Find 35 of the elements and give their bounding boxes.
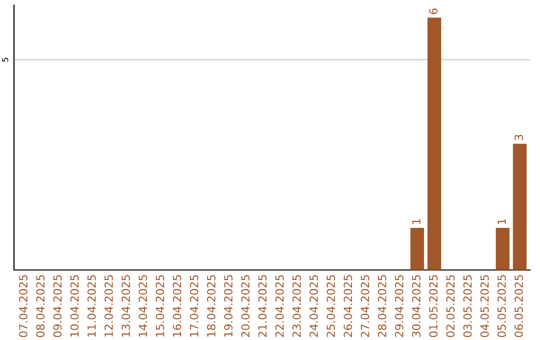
x-tick-label: 22.04.2025 bbox=[275, 275, 284, 337]
x-tick-label: 23.04.2025 bbox=[292, 275, 301, 337]
data-label: 1 bbox=[498, 219, 506, 224]
data-label: 6 bbox=[429, 8, 438, 14]
x-tick-label: 21.04.2025 bbox=[258, 275, 267, 337]
x-tick-label: 25.04.2025 bbox=[326, 275, 336, 337]
x-tick-label: 05.05.2025 bbox=[497, 275, 506, 338]
x-tick-label: 24.04.2025 bbox=[310, 275, 318, 337]
x-tick-label: 20.04.2025 bbox=[241, 275, 250, 337]
x-tick-label: 02.05.2025 bbox=[446, 275, 455, 338]
x-tick-label: 07.04.2025 bbox=[19, 275, 28, 338]
data-label: 3 bbox=[514, 134, 523, 140]
x-tick-label: 16.04.2025 bbox=[172, 275, 182, 337]
x-tick-label: 27.04.2025 bbox=[360, 275, 370, 337]
x-tick-label: 15.04.2025 bbox=[156, 275, 164, 337]
x-tick-label: 06.05.2025 bbox=[514, 275, 523, 338]
x-tick-label: 11.04.2025 bbox=[87, 275, 96, 337]
x-tick-label: 03.05.2025 bbox=[463, 275, 472, 338]
x-tick-label: 14.04.2025 bbox=[138, 275, 148, 337]
y-tick-label: 5 bbox=[2, 58, 8, 62]
x-tick-label: 30.04.2025 bbox=[412, 275, 420, 337]
x-tick-label: 26.04.2025 bbox=[344, 275, 352, 337]
x-tick-label: 09.04.2025 bbox=[53, 275, 62, 338]
x-tick-label: 04.05.2025 bbox=[480, 275, 489, 338]
x-tick-label: 10.04.2025 bbox=[70, 275, 79, 337]
x-tick-label: 28.04.2025 bbox=[378, 275, 386, 337]
x-tick-label: 18.04.2025 bbox=[207, 275, 216, 337]
x-tick-label: 17.04.2025 bbox=[190, 275, 198, 337]
x-tick-label: 13.04.2025 bbox=[122, 275, 130, 337]
x-tick-label: 19.04.2025 bbox=[224, 275, 233, 337]
x-tick-label: 01.05.2025 bbox=[429, 275, 438, 338]
x-tick-label: 12.04.2025 bbox=[104, 275, 113, 337]
data-label: 1 bbox=[412, 219, 420, 224]
x-tick-label: 29.04.2025 bbox=[394, 275, 404, 337]
x-tick-label: 08.04.2025 bbox=[36, 275, 45, 338]
